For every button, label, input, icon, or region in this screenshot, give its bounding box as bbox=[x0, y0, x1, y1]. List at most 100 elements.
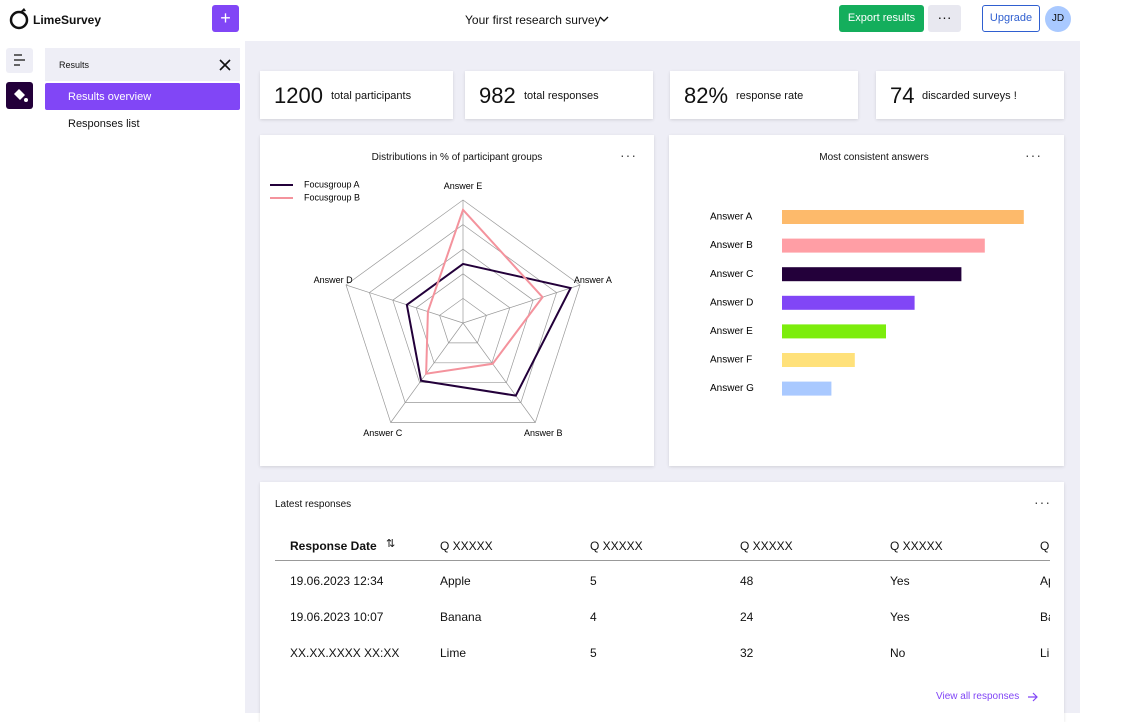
table-card: Latest responses ··· Response Date Q XXXX… bbox=[260, 482, 1064, 722]
sidebar-item[interactable]: Results overview bbox=[68, 91, 152, 103]
chart-title: Distributions in % of participant groups bbox=[371, 152, 543, 163]
theme-icon[interactable] bbox=[6, 82, 33, 109]
spoke bbox=[462, 322, 536, 423]
column-header: Q XXXXX bbox=[590, 539, 643, 553]
category-label: Answer D bbox=[710, 297, 753, 308]
table-cell: 5 bbox=[590, 646, 597, 660]
stat-card: 82% response rate bbox=[670, 71, 858, 119]
sidebar-title: Results bbox=[59, 60, 90, 70]
stat-card: 982 total responses bbox=[465, 71, 653, 119]
sort-icon[interactable]: ⇅ bbox=[386, 538, 396, 550]
more-icon[interactable]: ··· bbox=[1034, 494, 1051, 510]
legend-label: Focusgroup A bbox=[304, 179, 360, 189]
stat-value: 982 bbox=[479, 83, 516, 108]
column-header[interactable]: Response Date bbox=[290, 539, 377, 553]
menu-icon[interactable] bbox=[6, 48, 33, 73]
logo-icon bbox=[9, 8, 29, 30]
top-bar: LimeSurvey + Your first research survey … bbox=[0, 0, 1080, 41]
survey-title[interactable]: Your first research survey bbox=[465, 13, 601, 27]
axis-label: Answer E bbox=[444, 181, 483, 191]
column-header: Q XXXXX bbox=[890, 539, 943, 553]
stat-label: discarded surveys ! bbox=[922, 90, 1017, 102]
column-header: Q XXXXX bbox=[1040, 539, 1050, 553]
bar-chart: Answer A Answer B Answer C Answer D Answer E… bbox=[710, 210, 1024, 396]
grid-ring bbox=[439, 297, 487, 344]
table-cell: Apple bbox=[440, 574, 471, 588]
logo-text: LimeSurvey bbox=[33, 13, 102, 27]
stat-label: response rate bbox=[736, 90, 804, 102]
bar-card: Most consistent answers ··· Answer A Answ… bbox=[669, 135, 1064, 466]
category-label: Answer E bbox=[710, 326, 753, 337]
stat-value: 82% bbox=[684, 83, 729, 108]
table-title: Latest responses bbox=[275, 499, 352, 510]
grid-ring bbox=[345, 199, 581, 423]
sidebar-item[interactable]: Responses list bbox=[68, 118, 140, 130]
bar bbox=[782, 295, 915, 310]
chart-title: Most consistent answers bbox=[819, 152, 929, 163]
spoke bbox=[462, 284, 581, 324]
table-cell: 5 bbox=[590, 574, 597, 588]
export-button[interactable]: Export results bbox=[839, 5, 924, 32]
bar bbox=[782, 238, 985, 253]
axis-label: Answer D bbox=[314, 275, 354, 285]
grid-ring bbox=[392, 248, 534, 384]
table-cell: Lime bbox=[440, 646, 467, 660]
sidebar-header: Results bbox=[45, 48, 240, 81]
radar-chart: Answer E Answer A Answer B Answer C Answer D… bbox=[270, 179, 612, 438]
spoke bbox=[345, 284, 464, 324]
stat-label: total participants bbox=[331, 90, 412, 102]
axis-label: Answer C bbox=[363, 428, 403, 438]
table-cell: No bbox=[890, 646, 906, 660]
table-cell: Yes bbox=[890, 574, 910, 588]
close-icon[interactable] bbox=[219, 59, 231, 71]
more-button[interactable]: ··· bbox=[928, 5, 961, 32]
stat-value: 74 bbox=[890, 83, 915, 108]
bar bbox=[782, 381, 832, 396]
category-label: Answer C bbox=[710, 269, 753, 280]
category-label: Answer G bbox=[710, 383, 754, 394]
table-divider bbox=[275, 560, 1050, 561]
bar bbox=[782, 324, 886, 339]
category-label: Answer A bbox=[710, 212, 753, 223]
view-all-link[interactable]: View all responses bbox=[936, 691, 1020, 702]
table-cell: Banana bbox=[440, 610, 482, 624]
table-cell: Lime bbox=[1040, 646, 1050, 660]
category-label: Answer B bbox=[710, 240, 753, 251]
legend-label: Focusgroup B bbox=[304, 192, 360, 202]
table-cell: 48 bbox=[740, 574, 754, 588]
stat-card: 74 discarded surveys ! bbox=[876, 71, 1064, 119]
bar bbox=[782, 210, 1024, 224]
axis-label: Answer A bbox=[574, 275, 612, 285]
upgrade-button[interactable]: Upgrade bbox=[982, 5, 1040, 32]
bar bbox=[782, 353, 855, 367]
stat-card: 1200 total participants bbox=[260, 71, 453, 119]
stat-label: total responses bbox=[524, 90, 599, 102]
table-cell: 19.06.2023 10:07 bbox=[290, 610, 384, 624]
table-cell: 19.06.2023 12:34 bbox=[290, 574, 384, 588]
radar-line bbox=[405, 262, 573, 397]
axis-label: Answer B bbox=[524, 428, 563, 438]
dropdown-icon[interactable] bbox=[598, 14, 610, 24]
table-cell: 24 bbox=[740, 610, 754, 624]
arrow-icon[interactable] bbox=[1027, 691, 1039, 703]
column-header: Q XXXXX bbox=[740, 539, 793, 553]
more-icon[interactable]: ··· bbox=[620, 147, 637, 163]
column-header: Q XXXXX bbox=[440, 539, 493, 553]
add-button[interactable]: + bbox=[212, 5, 239, 32]
table-cell: XX.XX.XXXX XX:XX bbox=[290, 646, 400, 660]
table-cell: Yes bbox=[890, 610, 910, 624]
grid-ring bbox=[415, 273, 511, 364]
table: Response Date Q XXXXX Q XXXXX Q XXXXX Q XXXX… bbox=[260, 482, 1050, 722]
radar-card: Distributions in % of participant groups… bbox=[260, 135, 654, 466]
bar bbox=[782, 267, 962, 282]
radar-line bbox=[425, 207, 544, 375]
stat-value: 1200 bbox=[274, 83, 323, 108]
category-label: Answer F bbox=[710, 355, 752, 366]
table-cell: 32 bbox=[740, 646, 754, 660]
sidebar-item-active[interactable]: Results overview bbox=[45, 83, 240, 110]
table-cell: Banana bbox=[1040, 610, 1050, 624]
more-icon[interactable]: ··· bbox=[1025, 147, 1042, 163]
avatar[interactable]: JD bbox=[1045, 6, 1071, 32]
table-cell: Apple bbox=[1040, 574, 1050, 588]
